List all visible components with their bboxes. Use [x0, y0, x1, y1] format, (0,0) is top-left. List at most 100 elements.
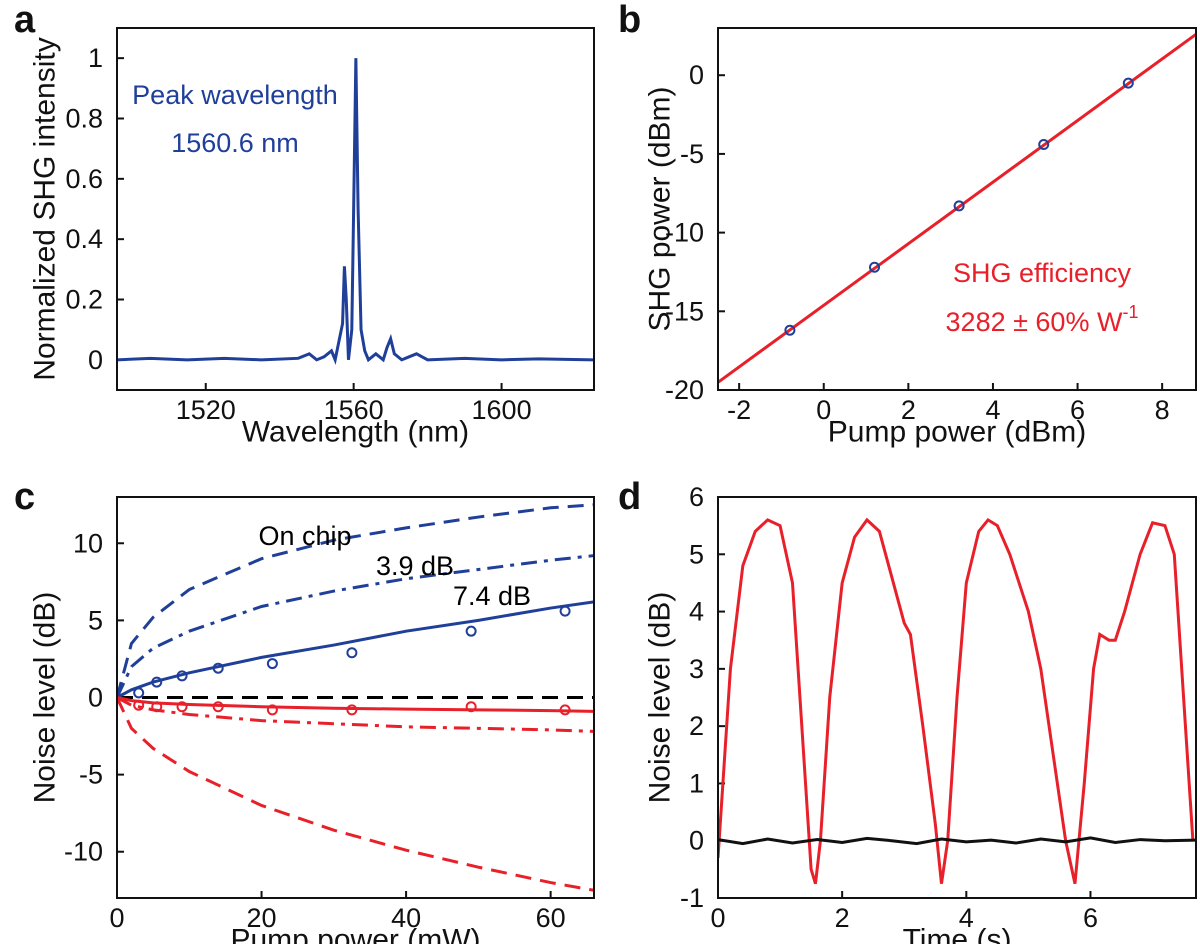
marker	[212, 662, 224, 674]
axes-frame	[717, 496, 1197, 899]
plot-area	[718, 517, 1196, 885]
marker	[151, 701, 163, 713]
y-tick-label: 1	[88, 43, 103, 73]
line	[117, 696, 594, 733]
x-tick-label: 8	[1155, 395, 1170, 425]
y-tick-label: 2	[689, 711, 704, 741]
y-tick-label: 5	[88, 605, 103, 635]
panel-label: d	[618, 476, 641, 518]
line	[718, 517, 1195, 885]
x-tick-label: 4	[959, 903, 974, 933]
y-tick-label: 0.6	[65, 164, 103, 194]
line	[117, 554, 594, 699]
panel-label: c	[14, 476, 35, 518]
annotation: Peak wavelength	[132, 80, 338, 110]
annotation-text: SHG efficiency	[953, 258, 1132, 288]
y-tick-label: 3	[689, 654, 704, 684]
line	[117, 696, 594, 892]
y-tick-label: -5	[79, 760, 103, 790]
annotation-text: 3282 ± 60% W	[946, 307, 1123, 337]
y-tick-label: 0	[88, 345, 103, 375]
marker	[869, 261, 881, 273]
axes-frame	[116, 27, 595, 391]
panel-label: a	[14, 0, 36, 41]
y-tick-label: 0	[689, 60, 704, 90]
line	[718, 836, 1196, 846]
y-tick-label: -20	[665, 375, 704, 405]
marker	[346, 704, 358, 716]
x-tick-label: 0	[710, 903, 725, 933]
x-tick-label: 0	[816, 395, 831, 425]
y-tick-label: -15	[665, 296, 704, 326]
annotation: 3.9 dB	[376, 551, 454, 581]
annotation: 1560.6 nm	[171, 128, 299, 158]
marker	[176, 670, 188, 682]
x-tick-label: 4	[985, 395, 1000, 425]
x-axis-title: Pump power (mW)	[230, 924, 480, 944]
x-tick-label: 1560	[324, 395, 384, 425]
annotation: 3282 ± 60% W-1	[946, 302, 1139, 337]
x-tick-label: 6	[1083, 903, 1098, 933]
x-tick-label: -2	[727, 395, 751, 425]
y-axis-title: SHG power (dBm)	[644, 86, 677, 331]
x-tick-label: 1600	[472, 395, 532, 425]
marker	[559, 704, 571, 716]
marker	[176, 701, 188, 713]
annotation-superscript: -1	[1122, 302, 1138, 322]
marker	[133, 699, 145, 711]
x-tick-label: 2	[835, 903, 850, 933]
y-tick-label: -10	[64, 837, 103, 867]
marker	[953, 200, 965, 212]
x-tick-label: 60	[536, 903, 566, 933]
marker	[1122, 77, 1134, 89]
y-tick-label: 1	[689, 768, 704, 798]
y-tick-label: 0	[689, 826, 704, 856]
y-tick-label: 0	[88, 683, 103, 713]
y-axis-title: Noise level (dB)	[29, 592, 62, 804]
line	[117, 58, 594, 365]
marker	[346, 647, 358, 659]
annotation: On chip	[258, 521, 351, 551]
y-tick-label: 6	[689, 482, 704, 512]
y-tick-label: -5	[680, 139, 704, 169]
x-tick-label: 20	[247, 903, 277, 933]
y-tick-label: -10	[665, 218, 704, 248]
annotation-text: On chip	[258, 521, 351, 551]
marker	[212, 701, 224, 713]
y-tick-label: 10	[73, 528, 103, 558]
annotation-text: Peak wavelength	[132, 80, 338, 110]
marker	[559, 605, 571, 617]
x-tick-label: 0	[109, 903, 124, 933]
panel-label: b	[618, 0, 641, 41]
y-tick-label: 5	[689, 539, 704, 569]
marker	[266, 658, 278, 670]
axes-frame	[717, 27, 1197, 391]
x-axis-title: Wavelength (nm)	[242, 416, 469, 449]
y-tick-label: 0.4	[65, 224, 103, 254]
x-axis-title: Time (s)	[903, 924, 1012, 944]
marker	[784, 324, 796, 336]
plot-area	[718, 33, 1196, 385]
plot-area	[117, 58, 594, 365]
annotation: SHG efficiency	[953, 258, 1132, 288]
line	[718, 33, 1196, 385]
marker	[151, 676, 163, 688]
annotation-text: 7.4 dB	[453, 581, 531, 611]
x-tick-label: 2	[901, 395, 916, 425]
marker	[465, 701, 477, 713]
line	[117, 503, 594, 698]
plot-area	[117, 503, 594, 892]
annotation: 7.4 dB	[453, 581, 531, 611]
marker	[133, 687, 145, 699]
y-axis-title: Noise level (dB)	[644, 592, 677, 804]
x-axis-title: Pump power (dBm)	[828, 416, 1086, 449]
marker	[266, 704, 278, 716]
marker	[1038, 138, 1050, 150]
annotation-text: 3.9 dB	[376, 551, 454, 581]
x-tick-label: 1520	[176, 395, 236, 425]
marker	[465, 625, 477, 637]
y-axis-title: Normalized SHG intensity	[29, 37, 62, 380]
line	[117, 600, 594, 699]
y-tick-label: 0.2	[65, 285, 103, 315]
